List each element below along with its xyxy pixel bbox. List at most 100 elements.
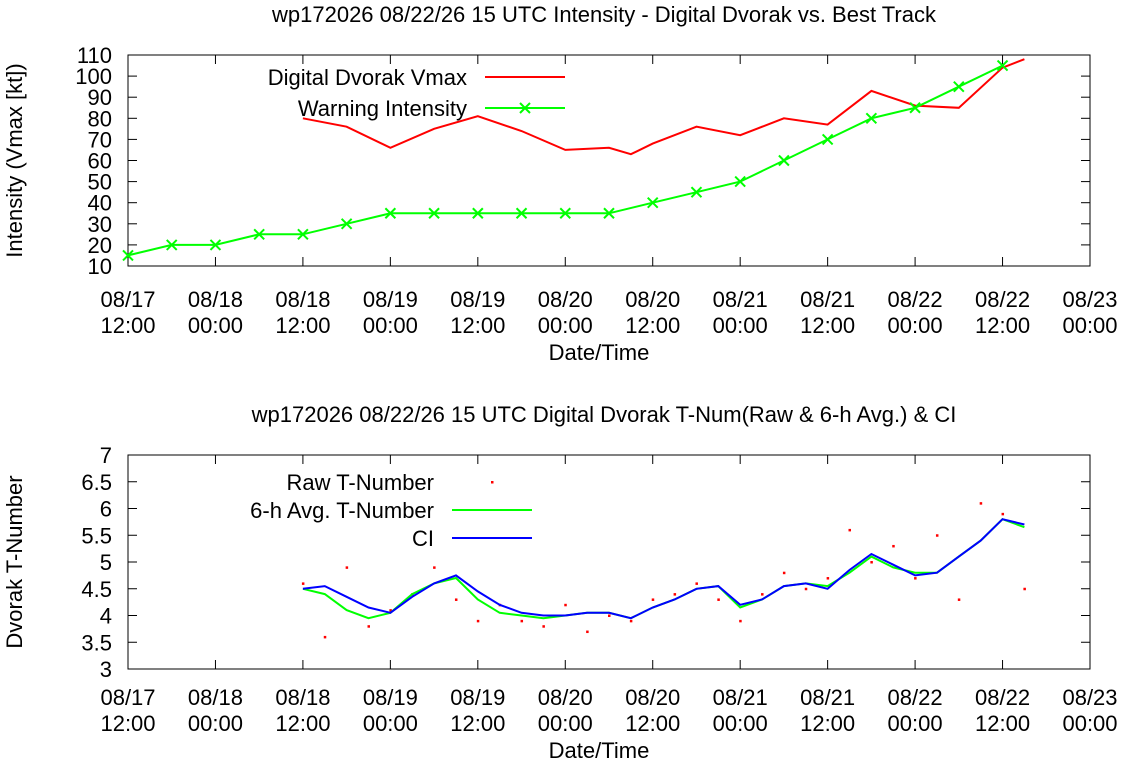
x-tick-label-date: 08/18 [275,685,330,710]
x-tick-label-time: 00:00 [188,711,243,736]
x-tick-label-date: 08/20 [538,685,593,710]
data-point [428,207,440,219]
y-tick-label: 6 [100,497,112,522]
series-raw-t-number [301,502,1026,639]
series-line [302,518,1025,620]
x-axis-label: Date/Time [549,340,650,365]
data-point [761,593,764,596]
data-point [651,598,655,601]
x-tick-label-time: 12:00 [100,313,155,338]
data-point [690,186,703,198]
plot-frame [127,454,1091,670]
data-point [542,625,545,628]
x-tick-label-time: 00:00 [713,313,768,338]
y-tick-label: 70 [88,127,112,152]
x-tick-label-time: 00:00 [713,711,768,736]
legend-label: Warning Intensity [298,96,467,121]
x-tick-label-date: 08/17 [100,685,155,710]
x-tick-label-date: 08/20 [538,287,593,312]
series-warning-intensity [122,59,1009,262]
data-point [826,577,830,580]
tnumber-chart: wp172026 08/22/26 15 UTC Digital Dvorak … [2,402,1118,763]
data-point [603,207,615,219]
x-tick-label-date: 08/21 [800,287,855,312]
intensity-chart: wp172026 08/22/26 15 UTC Intensity - Dig… [2,2,1118,365]
y-tick-label: 6.5 [81,470,112,495]
x-tick-label-time: 12:00 [625,711,680,736]
data-point [717,598,720,601]
data-point [935,534,939,537]
x-tick-label-time: 12:00 [975,711,1030,736]
data-point [647,196,659,209]
y-tick-label: 50 [88,170,112,195]
y-tick-label: 4 [100,604,112,629]
x-tick-label-time: 12:00 [800,313,855,338]
x-tick-label-date: 08/17 [100,287,155,312]
data-point [695,582,698,585]
series-line [302,58,1025,156]
chart-title: wp172026 08/22/26 15 UTC Digital Dvorak … [251,402,957,427]
chart-title: wp172026 08/22/26 15 UTC Intensity - Dig… [271,2,937,27]
x-tick-label-time: 00:00 [1062,711,1117,736]
data-point [367,625,370,628]
data-point [520,619,524,623]
x-tick-label-time: 00:00 [538,711,593,736]
x-tick-label-date: 08/18 [275,287,330,312]
x-tick-label-date: 08/23 [1062,287,1117,312]
data-point [301,582,305,585]
x-tick-label-date: 08/18 [188,685,243,710]
data-point [1001,512,1005,516]
x-tick-label-time: 00:00 [538,313,593,338]
data-point [739,619,742,623]
x-tick-label-date: 08/23 [1062,685,1117,710]
data-point [515,207,528,219]
y-tick-label: 20 [88,233,112,258]
x-tick-label-time: 12:00 [450,313,505,338]
x-tick-label-time: 00:00 [888,711,943,736]
x-tick-label-date: 08/19 [450,287,505,312]
data-point [323,635,327,639]
data-point [564,603,567,607]
x-tick-label-time: 00:00 [188,313,243,338]
y-tick-label: 4.5 [81,577,112,602]
x-tick-label-date: 08/21 [713,287,768,312]
data-point [297,228,309,241]
x-tick-label-time: 12:00 [975,313,1030,338]
data-point [953,80,965,93]
y-tick-label: 80 [88,106,112,131]
x-tick-label-date: 08/19 [363,287,418,312]
data-point [673,593,677,596]
data-point [778,154,790,167]
data-point [472,207,484,219]
legend-marker [519,102,531,114]
data-point [804,587,808,591]
series-digital-dvorak-vmax [302,58,1025,156]
legend-label: CI [412,526,434,551]
x-tick-label-date: 08/21 [713,685,768,710]
y-axis-label: Dvorak T-Number [2,475,27,648]
y-tick-label: 40 [88,191,112,216]
data-point [914,577,917,580]
data-point [865,112,878,125]
data-point [166,239,178,251]
x-tick-label-date: 08/20 [625,287,680,312]
y-tick-label: 110 [77,43,112,68]
data-point [870,561,873,564]
y-axis-label: Intensity (Vmax [kt]) [2,63,27,257]
data-point [957,598,961,601]
data-point [608,614,611,617]
data-point [433,566,436,569]
data-point [454,598,458,601]
x-tick-label-time: 12:00 [450,711,505,736]
legend-label: Digital Dvorak Vmax [268,65,467,90]
x-tick-label-date: 08/20 [625,685,680,710]
legend-label: Raw T-Number [286,470,434,495]
data-point [384,207,397,219]
data-point [848,528,851,532]
data-point [389,609,392,612]
y-tick-label: 100 [75,64,112,89]
data-point [476,619,480,623]
data-point [1023,587,1026,591]
legend-label: 6-h Avg. T-Number [250,498,434,523]
y-tick-label: 3.5 [81,630,112,655]
